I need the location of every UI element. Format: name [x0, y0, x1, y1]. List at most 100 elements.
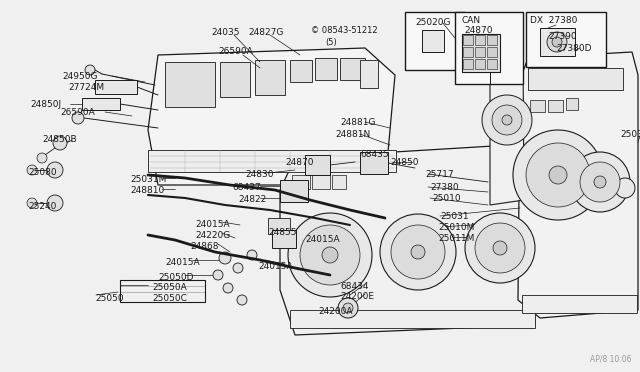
Circle shape [411, 245, 425, 259]
Circle shape [27, 165, 37, 175]
Circle shape [53, 136, 67, 150]
Text: 24827G: 24827G [248, 28, 284, 37]
Bar [292, 175, 310, 189]
Bar [487, 59, 497, 69]
Text: 25010: 25010 [432, 194, 461, 203]
Text: 25020G: 25020G [415, 18, 451, 27]
Circle shape [247, 250, 257, 260]
Text: DX  27380: DX 27380 [530, 16, 577, 25]
Circle shape [237, 295, 247, 305]
Text: 25031: 25031 [620, 130, 640, 139]
Bar [272, 230, 296, 248]
Bar [487, 47, 497, 57]
Bar [455, 12, 523, 84]
Text: 24868: 24868 [190, 242, 218, 251]
Bar [526, 12, 606, 67]
Bar [475, 47, 485, 57]
Circle shape [300, 225, 360, 285]
Text: 24220G: 24220G [195, 231, 230, 240]
Circle shape [594, 176, 606, 188]
Bar [463, 35, 473, 45]
Text: 24881N: 24881N [335, 130, 371, 139]
Bar [340, 58, 365, 80]
Bar [280, 180, 308, 202]
Text: 24830: 24830 [245, 170, 273, 179]
Bar [290, 310, 535, 328]
Text: 25717: 25717 [425, 170, 454, 179]
Bar [487, 35, 497, 45]
Text: 25080: 25080 [28, 168, 56, 177]
Text: AP/8 10:06: AP/8 10:06 [591, 355, 632, 364]
Bar [120, 280, 205, 302]
Bar [463, 59, 473, 69]
Text: 27390: 27390 [548, 32, 577, 41]
Circle shape [475, 223, 525, 273]
Text: 24850: 24850 [390, 158, 419, 167]
Text: 27380: 27380 [430, 183, 459, 192]
Text: 24035: 24035 [211, 28, 239, 37]
Circle shape [72, 112, 84, 124]
Circle shape [338, 298, 358, 318]
Bar [540, 28, 575, 56]
Circle shape [492, 105, 522, 135]
Text: 24850B: 24850B [42, 135, 77, 144]
Bar [522, 295, 637, 313]
Bar [475, 59, 485, 69]
Bar [268, 218, 290, 234]
Circle shape [482, 95, 532, 145]
Bar [220, 62, 250, 97]
Text: 25031M: 25031M [130, 175, 166, 184]
Bar [528, 68, 623, 90]
Text: 25011M: 25011M [438, 234, 474, 243]
Text: (5): (5) [325, 38, 337, 47]
Text: 24870: 24870 [285, 158, 314, 167]
Text: 24950G: 24950G [62, 72, 97, 81]
Text: 25050D: 25050D [158, 273, 193, 282]
Text: 24015A: 24015A [195, 220, 230, 229]
Circle shape [380, 214, 456, 290]
Text: 24200A: 24200A [318, 307, 353, 316]
Bar [463, 47, 473, 57]
Circle shape [47, 195, 63, 211]
Text: 24015A: 24015A [165, 258, 200, 267]
Text: 24015A: 24015A [305, 235, 340, 244]
Bar [360, 60, 378, 88]
Text: 68434: 68434 [340, 282, 369, 291]
Text: 68435: 68435 [360, 150, 388, 159]
Bar [475, 35, 485, 45]
Circle shape [502, 115, 512, 125]
Circle shape [47, 162, 63, 178]
Polygon shape [280, 145, 535, 335]
Circle shape [37, 153, 47, 163]
Text: 24881G: 24881G [340, 118, 376, 127]
Text: 25050A: 25050A [152, 283, 187, 292]
Text: 25050C: 25050C [152, 294, 187, 303]
Text: 24850J: 24850J [30, 100, 61, 109]
Text: 26590A: 26590A [218, 47, 253, 56]
Circle shape [552, 37, 562, 47]
Bar [312, 175, 330, 189]
Bar [422, 30, 444, 52]
Bar [566, 98, 578, 110]
Bar [82, 98, 120, 110]
Text: CAN: CAN [462, 16, 481, 25]
Bar [315, 58, 337, 80]
Polygon shape [518, 52, 638, 318]
Circle shape [223, 283, 233, 293]
Text: 248810: 248810 [130, 186, 164, 195]
Text: © 08543-51212: © 08543-51212 [311, 26, 378, 35]
Circle shape [219, 252, 231, 264]
Text: 25010M: 25010M [438, 223, 474, 232]
Text: 24200E: 24200E [340, 292, 374, 301]
Bar [148, 150, 396, 172]
Bar [530, 100, 545, 112]
Circle shape [526, 143, 590, 207]
Text: 24822: 24822 [238, 195, 266, 204]
Circle shape [570, 152, 630, 212]
Polygon shape [148, 48, 395, 185]
Text: 25050: 25050 [95, 294, 124, 303]
Text: 24015A: 24015A [258, 262, 292, 271]
Bar [405, 12, 465, 70]
Circle shape [465, 213, 535, 283]
Circle shape [513, 130, 603, 220]
